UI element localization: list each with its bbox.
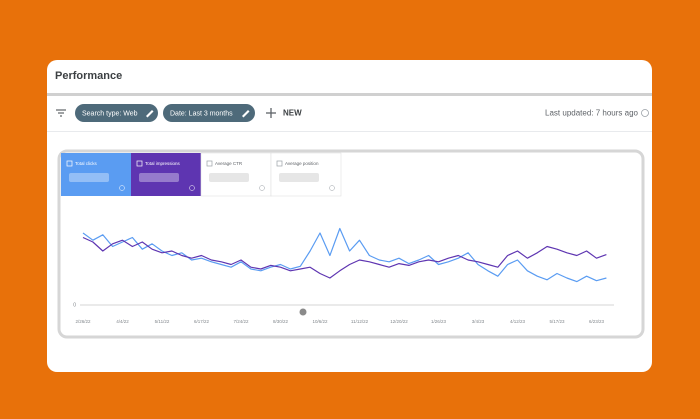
help-icon[interactable]: [641, 109, 649, 117]
edit-icon: [146, 110, 154, 118]
x-tick-label: 4/12/23: [510, 319, 526, 324]
x-tick-label: 6/23/23: [589, 319, 605, 324]
blurred-value: [279, 173, 319, 182]
tab-background: [61, 153, 131, 196]
info-icon: [329, 185, 335, 191]
chip-label: Search type: Web: [82, 110, 138, 117]
x-tick-label: 5/11/22: [155, 319, 170, 324]
blurred-value: [139, 173, 179, 182]
chip-label: Date: Last 3 months: [170, 110, 233, 117]
new-button[interactable]: NEW: [266, 108, 302, 118]
x-tick-label: 5/17/23: [549, 319, 565, 324]
tab-label: Average position: [285, 161, 319, 166]
filter-icon[interactable]: [56, 109, 66, 117]
annotation-marker[interactable]: [299, 308, 307, 316]
series-line: [82, 227, 607, 283]
checkbox: [66, 160, 73, 167]
x-tick-label: 10/6/22: [312, 319, 328, 324]
x-tick-label: 7/24/22: [233, 319, 249, 324]
x-tick-label: 4/4/22: [116, 319, 129, 324]
x-tick-label: 1/26/23: [431, 319, 447, 324]
series-line: [82, 236, 607, 279]
x-tick-label: 11/12/22: [351, 319, 369, 324]
x-tick-label: 8/30/22: [273, 319, 289, 324]
info-icon: [259, 185, 265, 191]
y-tick-label: 0: [73, 302, 76, 308]
tab-label: Total impressions: [145, 161, 181, 166]
checkbox: [206, 160, 213, 167]
x-tick-label: 3/4/23: [472, 319, 485, 324]
page-title: Performance: [55, 70, 122, 82]
new-label: NEW: [283, 109, 302, 118]
blurred-value: [69, 173, 109, 182]
tab-label: Average CTR: [215, 161, 243, 166]
chip[interactable]: [75, 104, 158, 122]
x-tick-label: 12/20/22: [390, 319, 408, 324]
chart-card: [57, 149, 645, 339]
x-tick-label: 2/26/22: [75, 319, 91, 324]
metric-tab[interactable]: Average CTR: [200, 152, 272, 197]
tab-label: Total clicks: [75, 161, 98, 166]
tab-background: [131, 153, 201, 196]
info-icon: [189, 185, 195, 191]
x-tick-label: 6/17/22: [194, 319, 210, 324]
divider: [47, 131, 652, 132]
chip[interactable]: [163, 104, 255, 122]
metric-tab[interactable]: Total clicks: [61, 153, 131, 196]
checkbox: [136, 160, 143, 167]
metric-tab[interactable]: Average position: [270, 152, 342, 197]
blurred-value: [209, 173, 249, 182]
divider: [47, 93, 652, 96]
last-updated: Last updated: 7 hours ago: [545, 109, 639, 118]
edit-icon: [242, 110, 250, 118]
info-icon: [119, 185, 125, 191]
metric-tab[interactable]: Total impressions: [131, 153, 201, 196]
checkbox: [276, 160, 283, 167]
